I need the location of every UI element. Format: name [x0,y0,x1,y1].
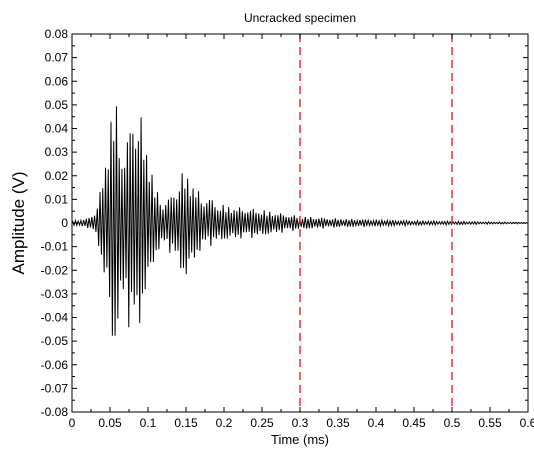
x-tick-label: 0.55 [478,416,502,430]
y-tick-label: -0.08 [41,405,69,419]
x-tick-label: 0.45 [402,416,426,430]
x-tick-label: 0.6 [520,416,534,430]
x-tick-label: 0.2 [216,416,233,430]
y-tick-label: -0.03 [41,287,69,301]
x-tick-label: 0.1 [140,416,157,430]
y-tick-label: -0.07 [41,381,69,395]
y-tick-label: -0.02 [41,263,69,277]
y-tick-label: 0.02 [45,169,69,183]
x-axis-label: Time (ms) [271,432,329,447]
plot-area [72,34,528,412]
y-tick-label: -0.01 [41,240,69,254]
x-tick-label: 0.3 [292,416,309,430]
y-tick-label: 0.08 [45,27,69,41]
y-tick-label: 0.03 [45,145,69,159]
axes: 0 0.05 0.1 0.15 0.2 0.25 0.3 0.35 0.4 0.45 0.5 0.55… [41,27,534,430]
y-tick-label: 0.06 [45,74,69,88]
x-tick-label: 0.35 [326,416,350,430]
x-tick-label: 0.05 [98,416,122,430]
y-tick-label: -0.06 [41,358,69,372]
y-axis-label: Amplitude (V) [9,172,28,275]
x-tick-label: 0 [69,416,76,430]
series-0-line [72,106,528,336]
chart-title: Uncracked specimen [244,11,356,25]
y-tick-label: -0.04 [41,311,69,325]
x-tick-label: 0.15 [174,416,198,430]
x-tick-label: 0.25 [250,416,274,430]
y-tick-label: 0 [61,216,68,230]
x-tick-label: 0.5 [444,416,461,430]
y-tick-label: 0.05 [45,98,69,112]
y-tick-label: 0.04 [45,122,69,136]
y-tick-label: 0.01 [45,192,69,206]
x-tick-label: 0.4 [368,416,385,430]
y-tick-label: -0.05 [41,334,69,348]
y-tick-label: 0.07 [45,51,69,65]
